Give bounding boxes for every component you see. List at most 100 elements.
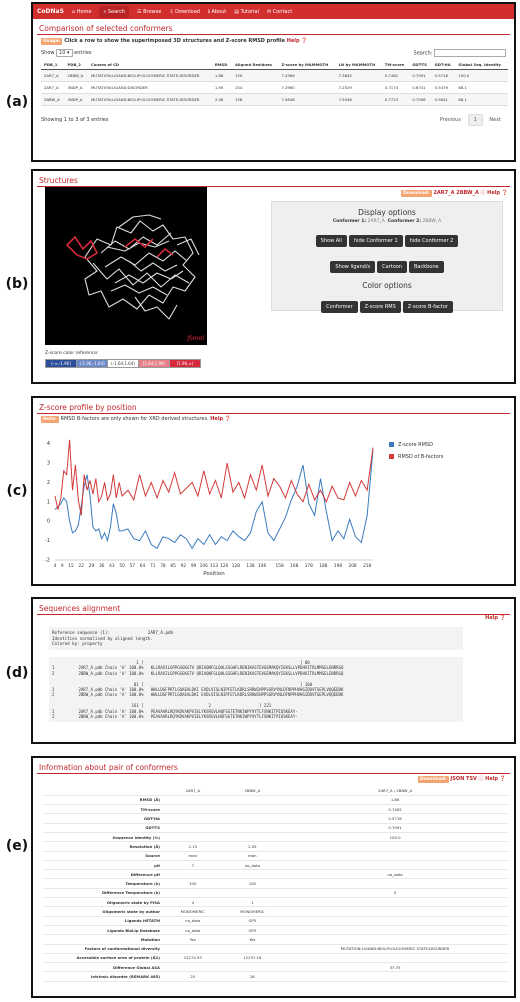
comparison-table: PDB_1 PDB_2 Causes of CD RMSD Aligned Residu…: [41, 60, 508, 106]
table-cell: 2BBW_A: [64, 69, 89, 82]
zscore-range-swatch: [1.96,∞): [169, 359, 201, 368]
zprofile-help-link[interactable]: Help ❓: [210, 416, 232, 422]
panel-pair-info: Information about pair of conformers Dow…: [31, 756, 516, 998]
show-ligands-button[interactable]: Show ligand/s: [330, 261, 376, 273]
table-cell: 7.2529: [335, 81, 382, 94]
nav-contact[interactable]: ✉ Contact: [266, 8, 293, 15]
info-key: Factors of conformational diversity: [43, 944, 163, 954]
table-row[interactable]: 2AR7_A 2BBW_A MUTATION;LIGAND;BIOLIP;OLIGO…: [41, 69, 508, 82]
x-tick-label: 9: [61, 563, 64, 569]
column-header[interactable]: GDT-TS: [409, 60, 432, 70]
list-icon: ☰: [137, 8, 144, 15]
info-key: Intrinsic disorder (REMARK 465): [43, 971, 163, 982]
hide-conformer-2-button[interactable]: hide Conformer 2: [404, 235, 459, 247]
nav-download[interactable]: ⇩ Download: [169, 8, 200, 15]
zscore-bfactor-button[interactable]: Z-score B-factor: [402, 301, 453, 313]
usage-line: Usage: Click a row to show the superimpo…: [33, 35, 514, 48]
x-tick-label: 4: [54, 563, 57, 569]
page-1-button[interactable]: 1: [467, 114, 483, 126]
prev-button[interactable]: Previous: [439, 117, 461, 123]
info-value: [222, 804, 283, 815]
nav-home[interactable]: ⌂ Home: [71, 8, 92, 15]
info-value: 1.86: [282, 795, 508, 806]
alignment-block: 1 [ ] 80 1 2AR7_A.pdb Chain 'A' 100.0% K…: [49, 657, 463, 723]
info-value: MONOMERIC: [163, 906, 223, 917]
column-header[interactable]: Global Seq. Identity: [455, 60, 508, 70]
panel-alignment: Sequences alignment Help ❓ Reference seq…: [31, 597, 516, 744]
conformer-color-button[interactable]: Conformer: [321, 301, 358, 313]
info-value: man: [163, 851, 223, 861]
search-input[interactable]: [434, 49, 506, 57]
download-json-tsv-link[interactable]: JSON TSV: [450, 776, 477, 782]
pair-info-table: 2AR7_A 2BBW_A 2AR7_A / 2BBW_A RMSD (Å) 1.86…: [43, 786, 508, 982]
y-tick-label: -1: [45, 538, 50, 544]
info-value: 4: [163, 897, 223, 908]
info-value: [222, 944, 283, 954]
column-header[interactable]: PDB_2: [64, 60, 89, 70]
info-value: no_data: [222, 860, 283, 871]
table-cell: 7.4366: [278, 69, 336, 82]
backbone-button[interactable]: Backbone: [408, 261, 444, 273]
table-cell: 100.0: [455, 69, 508, 82]
column-header[interactable]: Aligned Residues: [231, 60, 279, 70]
column-header[interactable]: LN by MAMMOTH: [335, 60, 382, 70]
nav-about[interactable]: ℹ About: [207, 8, 227, 15]
table-row[interactable]: 2AR7_A 3NDP_A MUTATION;LIGAND;DISORDER 1.95…: [41, 81, 508, 94]
table-cell: 7.5648: [278, 93, 336, 106]
column-header[interactable]: Z-score by MAMMOTH: [278, 60, 336, 70]
table-footer: Showing 1 to 3 of 3 entries Previous 1 N…: [33, 108, 514, 126]
download-icon: ⇩: [169, 8, 176, 15]
table-cell: 0.5841: [431, 93, 456, 106]
info-row: pH 7 no_data: [43, 860, 508, 871]
info-row: Resolution (Å) 2.15 2.05: [43, 841, 508, 852]
info-value: [222, 962, 283, 973]
x-tick-label: 138: [246, 563, 254, 569]
column-header[interactable]: GDT-HA: [431, 60, 456, 70]
info-key: RMSD (Å): [43, 795, 163, 806]
jsmol-viewer[interactable]: JSmol: [45, 187, 207, 345]
column-header[interactable]: TM-score: [381, 60, 410, 70]
info-value: [282, 953, 508, 964]
alignment-help-link[interactable]: Help ❓: [485, 615, 506, 621]
question-icon: ❓: [501, 190, 508, 196]
help-link[interactable]: Help ❓: [286, 38, 308, 44]
series-line-zscore-rmsd: [54, 449, 374, 550]
navbar: CoDNaS ⌂ Home ⌕ Search ☰ Browse ⇩ Downlo…: [33, 4, 514, 19]
next-button[interactable]: Next: [489, 117, 501, 123]
info-value: 0.7482: [282, 804, 508, 815]
panel-structures: Structures Download: 2AR7_A 2BBW_A ⓘ Hel…: [31, 169, 516, 384]
structures-help-link[interactable]: Help ❓: [487, 190, 508, 196]
entries-select[interactable]: 10 ▾: [56, 49, 73, 57]
table-cell: 2.06: [211, 93, 232, 106]
column-header[interactable]: Causes of CD: [88, 60, 212, 70]
info-value: [163, 962, 223, 973]
nav-search[interactable]: ⌕ Search: [99, 5, 130, 18]
column-header[interactable]: PDB_1: [41, 60, 65, 70]
info-icon: ⓘ: [480, 190, 486, 196]
x-tick-label: 188: [319, 563, 327, 569]
info-key: Oligomeric state by PISA: [43, 897, 163, 908]
display-options-title: Display options: [358, 208, 416, 217]
info-value: 0.7091: [282, 823, 508, 834]
nav-tutorial[interactable]: ▤ Tutorial: [234, 8, 259, 15]
zscore-rms-button[interactable]: Z-score RMS: [359, 301, 401, 313]
info-row: Difference Temperature (k) 0: [43, 888, 508, 899]
info-value: 26: [222, 971, 283, 982]
nav-browse[interactable]: ☰ Browse: [137, 8, 162, 15]
hide-conformer-1-button[interactable]: hide Conformer 1: [348, 235, 403, 247]
info-key: Ligands HETATM: [43, 916, 163, 926]
cartoon-button[interactable]: Cartoon: [377, 261, 407, 273]
download-pdb-link[interactable]: 2AR7_A 2BBW_A: [433, 190, 479, 196]
legend-label: Z-score RMSD: [398, 442, 433, 448]
show-all-button[interactable]: Show All: [315, 235, 347, 247]
x-tick-label: 120: [220, 563, 228, 569]
pairinfo-help-link[interactable]: Help ❓: [485, 776, 506, 782]
table-row[interactable]: 2BBW_A 3NDP_A MUTATION;LIGAND;BIOLIP;OLIGO…: [41, 93, 508, 106]
info-value: [163, 795, 223, 806]
column-header[interactable]: RMSD: [211, 60, 232, 70]
protein-structure: [65, 214, 200, 320]
x-tick-label: 50: [119, 563, 125, 569]
brand-logo[interactable]: CoDNaS: [37, 8, 64, 15]
jsmol-label: JSmol: [187, 335, 204, 342]
info-column-header: 2AR7_A: [163, 786, 223, 796]
